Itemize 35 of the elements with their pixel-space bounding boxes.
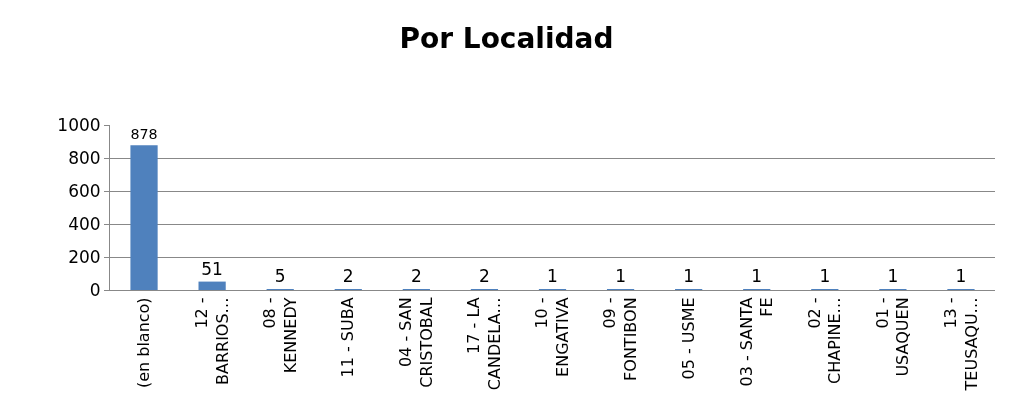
data-label: 1 <box>887 266 899 286</box>
y-tick-label: 1000 <box>57 114 101 135</box>
data-label: 1 <box>955 266 967 286</box>
data-label: 878 <box>130 125 158 142</box>
x-tick-label: 12 - BARRIOS… <box>191 297 232 386</box>
x-tick-label: 17 - LA CANDELA… <box>464 297 505 391</box>
chart-title: Por Localidad <box>399 21 614 55</box>
data-label: 1 <box>819 266 831 286</box>
x-tick-label: 08 - KENNEDY <box>259 297 300 374</box>
data-label: 1 <box>683 266 695 286</box>
data-label: 2 <box>342 266 354 286</box>
data-label: 2 <box>410 266 422 286</box>
x-tick-label: 05 - USME <box>678 297 698 380</box>
data-label: 5 <box>274 266 286 286</box>
data-label: 1 <box>751 266 763 286</box>
x-tick-label: 11 - SUBA <box>338 297 358 378</box>
bar <box>198 281 226 290</box>
x-tick-label: (en blanco) <box>134 297 154 389</box>
data-label: 2 <box>479 266 490 286</box>
bar <box>130 145 158 290</box>
x-tick-label: 02 - CHAPINE… <box>804 297 845 384</box>
y-tick-label: 200 <box>68 246 101 267</box>
x-tick-label: 10 - ENGATIVA <box>532 297 573 377</box>
x-tick-label: 01 - USAQUEN <box>872 297 913 377</box>
data-label: 1 <box>615 266 626 286</box>
y-tick-label: 800 <box>68 147 101 168</box>
x-tick-label: 13 - TEUSAQU… <box>940 297 981 392</box>
y-tick-label: 400 <box>68 213 101 234</box>
y-tick-label: 600 <box>68 180 101 201</box>
x-tick-label: 03 - SANTA FE <box>736 297 777 387</box>
y-tick-label: 0 <box>89 279 101 300</box>
x-tick-label: 04 - SAN CRISTOBAL <box>396 297 436 388</box>
x-tick-label: 09 - FONTIBON <box>600 297 641 381</box>
data-label: 1 <box>547 266 558 286</box>
data-label: 51 <box>201 258 223 279</box>
